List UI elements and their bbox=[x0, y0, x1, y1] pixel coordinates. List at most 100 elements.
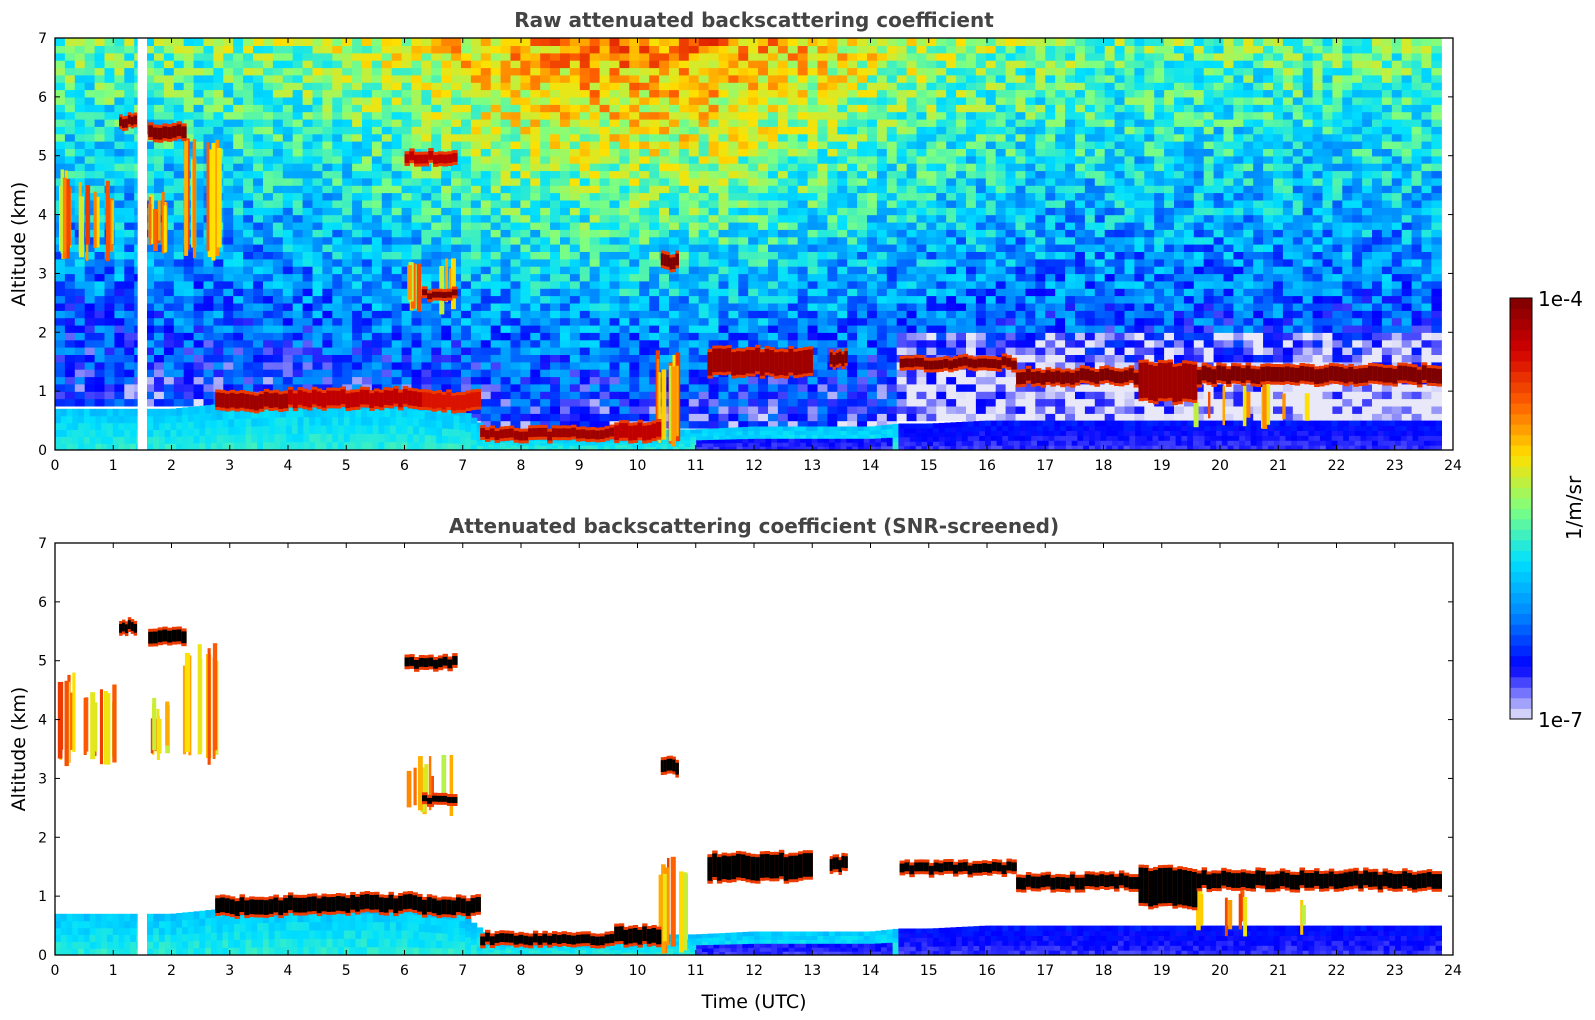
noise-cell bbox=[183, 96, 195, 105]
noise-cell bbox=[1005, 295, 1017, 304]
noise-cell bbox=[946, 60, 957, 69]
noise-cell bbox=[520, 60, 531, 69]
noise-cell bbox=[768, 170, 779, 179]
noise-cell bbox=[985, 332, 997, 341]
noise-cell bbox=[886, 52, 898, 61]
noise-cell bbox=[857, 236, 868, 245]
noise-cell bbox=[243, 52, 254, 61]
noise-cell bbox=[956, 266, 967, 275]
noise-cell bbox=[302, 266, 314, 275]
noise-cell bbox=[352, 118, 363, 127]
noise-cell bbox=[282, 177, 294, 186]
noise-cell bbox=[520, 111, 531, 120]
noise-cell bbox=[500, 155, 512, 164]
noise-cell bbox=[451, 82, 462, 91]
noise-cell bbox=[708, 141, 720, 149]
noise-cell bbox=[461, 383, 472, 392]
noise-cell bbox=[302, 60, 314, 69]
noise-cell bbox=[867, 251, 878, 260]
noise-cell bbox=[599, 369, 611, 378]
noise-cell bbox=[94, 236, 106, 245]
noise-cell bbox=[817, 52, 828, 61]
noise-cell bbox=[243, 280, 254, 289]
noise-cell bbox=[876, 369, 888, 378]
noise-cell bbox=[867, 148, 878, 157]
noise-cell bbox=[896, 332, 908, 341]
noise-cell bbox=[560, 229, 571, 238]
noise-cell bbox=[827, 199, 838, 208]
noise-cell bbox=[649, 199, 660, 208]
noise-cell bbox=[55, 52, 66, 61]
noise-cell bbox=[302, 310, 314, 319]
noise-cell bbox=[352, 244, 363, 252]
noise-cell bbox=[718, 89, 729, 98]
noise-cell bbox=[777, 126, 789, 135]
noise-cell bbox=[748, 413, 759, 422]
noise-cell bbox=[461, 155, 472, 164]
noise-cell bbox=[144, 332, 155, 341]
noise-cell bbox=[263, 192, 274, 201]
noise-cell bbox=[302, 236, 314, 245]
noise-cell bbox=[946, 295, 957, 304]
noise-cell bbox=[649, 251, 660, 260]
noise-cell bbox=[758, 288, 769, 297]
noise-cell bbox=[213, 45, 224, 54]
noise-cell bbox=[292, 96, 304, 105]
noise-cell bbox=[926, 111, 937, 120]
noise-cell bbox=[678, 339, 690, 348]
noise-cell bbox=[777, 45, 789, 54]
noise-cell bbox=[659, 236, 670, 245]
noise-cell bbox=[659, 82, 670, 91]
noise-cell bbox=[748, 192, 759, 201]
noise-cell bbox=[431, 236, 442, 245]
noise-cell bbox=[956, 295, 967, 304]
noise-cell bbox=[827, 295, 838, 304]
noise-cell bbox=[550, 347, 561, 355]
noise-cell bbox=[243, 207, 254, 216]
noise-cell bbox=[718, 302, 729, 311]
noise-cell bbox=[312, 310, 323, 319]
noise-cell bbox=[837, 60, 848, 69]
noise-cell bbox=[896, 111, 908, 120]
noise-cell bbox=[768, 398, 779, 407]
noise-cell bbox=[837, 244, 848, 252]
noise-cell bbox=[391, 118, 403, 127]
noise-cell bbox=[639, 141, 650, 149]
noise-cell bbox=[233, 207, 244, 216]
noise-cell bbox=[609, 398, 620, 407]
noise-cell bbox=[876, 38, 888, 46]
noise-cell bbox=[728, 170, 739, 179]
noise-cell bbox=[94, 170, 106, 179]
noise-cell bbox=[124, 266, 135, 275]
noise-cell bbox=[876, 324, 888, 333]
noise-cell bbox=[292, 317, 304, 326]
noise-cell bbox=[956, 280, 967, 289]
noise-cell bbox=[223, 111, 234, 120]
noise-cell bbox=[678, 104, 690, 113]
noise-cell bbox=[787, 126, 799, 135]
noise-cell bbox=[589, 398, 601, 407]
noise-cell bbox=[629, 332, 640, 341]
noise-cell bbox=[758, 163, 769, 172]
noise-cell bbox=[609, 192, 620, 201]
noise-cell bbox=[629, 82, 640, 91]
noise-cell bbox=[787, 199, 799, 208]
noise-cell bbox=[975, 251, 987, 260]
noise-cell bbox=[470, 302, 482, 311]
noise-cell bbox=[540, 45, 551, 54]
noise-cell bbox=[579, 361, 591, 370]
noise-cell bbox=[787, 52, 799, 61]
noise-cell bbox=[124, 369, 135, 378]
noise-cell bbox=[817, 38, 828, 46]
noise-cell bbox=[173, 398, 185, 407]
noise-cell bbox=[619, 133, 630, 142]
noise-cell bbox=[302, 244, 314, 252]
noise-cell bbox=[837, 118, 848, 127]
noise-cell bbox=[223, 133, 234, 142]
noise-cell bbox=[94, 126, 106, 135]
noise-cell bbox=[678, 148, 690, 157]
noise-cell bbox=[550, 295, 561, 304]
noise-cell bbox=[253, 199, 264, 208]
noise-cell bbox=[154, 82, 165, 91]
noise-cell bbox=[560, 141, 571, 149]
